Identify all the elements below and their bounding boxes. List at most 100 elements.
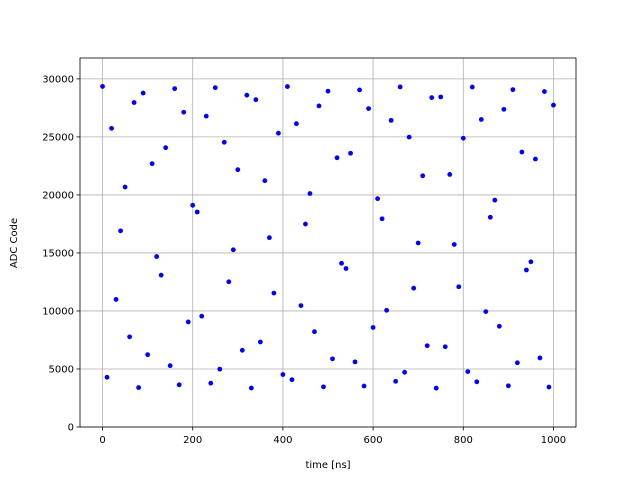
point [447,172,453,177]
point [438,94,444,100]
point [505,383,511,389]
point [239,347,245,353]
y-tick-label: 0 [68,423,74,434]
y-tick-label: 10000 [42,306,74,317]
point [357,87,362,93]
point [478,117,484,122]
point [542,89,547,94]
point [298,303,304,309]
point [154,254,160,259]
point [510,87,516,93]
point [122,184,128,190]
point [366,106,371,112]
plot-frame [79,57,577,428]
point [321,384,326,390]
point [185,319,191,325]
point [406,134,412,140]
point [415,240,421,246]
point [280,372,286,377]
point [483,309,489,315]
point [469,84,475,90]
point [330,356,335,362]
point [397,84,403,90]
point [235,167,241,173]
point [136,385,142,390]
point [465,369,471,375]
point [172,86,178,92]
point [451,242,457,247]
point [361,383,367,389]
point [217,366,223,372]
point [393,378,399,384]
point [460,135,466,141]
point [348,150,353,156]
y-axis-label: ADC Code [9,218,20,268]
point [420,173,426,179]
point [194,209,200,215]
point [266,235,272,241]
point [118,228,123,234]
point [388,117,394,123]
point [226,279,232,285]
point [303,221,308,227]
point [325,88,331,94]
point [384,307,390,313]
point [100,84,105,89]
point [312,329,317,335]
point [109,125,114,131]
point [551,102,556,108]
point [370,325,376,330]
point [294,121,299,127]
point [158,272,164,278]
point [212,85,218,91]
x-axis-label: time [ns] [305,460,350,471]
point [289,377,295,383]
point [253,97,259,103]
point [208,380,214,386]
point [352,359,358,365]
y-tick-label: 5000 [49,364,74,375]
point [140,90,146,96]
point [104,374,110,380]
point [524,267,529,273]
point [411,285,417,291]
point [492,197,498,203]
x-tick-label: 400 [273,435,292,446]
point [221,139,227,145]
point [519,149,525,155]
point [533,156,538,162]
point [127,334,132,340]
point [262,178,268,184]
point [316,103,322,109]
point [285,84,290,89]
point [474,379,480,385]
point [276,130,281,136]
point [149,161,155,167]
point [167,363,173,369]
point [375,196,380,202]
point [257,339,263,345]
point [487,214,493,220]
point [113,297,119,302]
point [199,313,205,319]
point [537,355,543,361]
x-tick-label: 200 [183,435,202,446]
point [131,100,137,105]
x-tick-label: 800 [454,435,473,446]
point [307,191,313,196]
point [456,284,462,290]
point [176,382,182,388]
point [339,260,344,266]
point [334,155,340,161]
point [181,109,187,115]
point [528,259,534,265]
point [163,145,169,151]
point [230,247,236,253]
point [514,360,520,366]
point [271,290,277,296]
point [442,344,448,350]
point [424,343,430,349]
y-tick-label: 25000 [42,132,74,143]
